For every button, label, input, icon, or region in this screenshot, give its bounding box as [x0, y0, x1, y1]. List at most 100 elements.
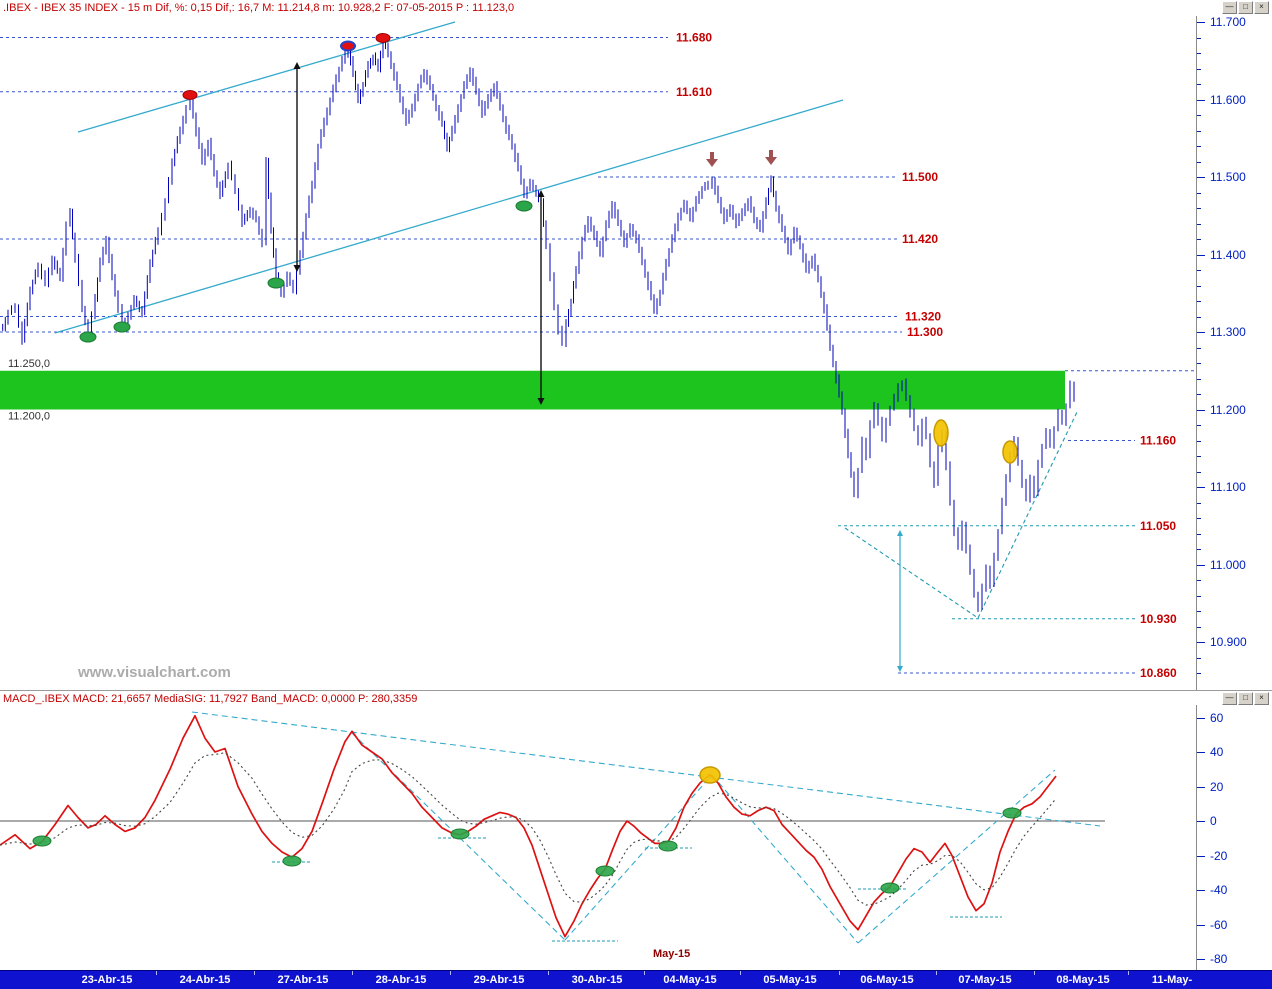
axis-tick: [1197, 347, 1201, 349]
price-axis: 11.700 11.600 11.500 11.400 11.300 11.200 11.1…: [1196, 0, 1272, 690]
axis-tick: [1197, 37, 1201, 39]
axis-tick: [1197, 564, 1205, 566]
axis-tick: [1197, 177, 1205, 178]
peak-marker-red: [182, 90, 198, 100]
time-axis-label: 08-May-15: [1056, 974, 1110, 986]
sell-arrow-icon: [765, 150, 777, 165]
close-icon[interactable]: ×: [1254, 1, 1269, 14]
macd-axis-label: 40: [1210, 745, 1224, 759]
axis-tick: [1197, 270, 1201, 271]
macd-trendline: [191, 711, 1101, 827]
price-axis-label: 11.200: [1210, 402, 1246, 417]
price-axis-label: 10.900: [1210, 635, 1247, 649]
close-icon[interactable]: ×: [1254, 692, 1269, 705]
axis-tick: [1197, 84, 1201, 85]
axis-tick: [1197, 99, 1205, 101]
price-level-label: 11.610: [676, 85, 712, 99]
macd-chart-canvas[interactable]: May-15: [0, 690, 1196, 970]
macd-series-line: [0, 714, 1057, 938]
price-chart-canvas[interactable]: 11.250,0 11.200,0 11.680 11.610 11.500 11.420…: [0, 0, 1196, 690]
time-axis: 23-Abr-15 24-Abr-15 27-Abr-15 28-Abr-15 29-A…: [0, 970, 1272, 989]
macd-marker-green: [450, 828, 470, 840]
price-level-label: 11.680: [676, 31, 712, 45]
axis-tick: [1197, 595, 1201, 597]
peak-marker-red: [340, 40, 356, 52]
axis-tick: [1197, 549, 1201, 550]
measure-arrow-head: [293, 62, 301, 69]
time-axis-label: 04-May-15: [663, 974, 717, 986]
price-axis-label: 11.000: [1210, 557, 1246, 572]
measure-arrow-head: [897, 666, 903, 672]
macd-panel-header: MACD_.IBEX MACD: 21,6657 MediaSIG: 11,79…: [0, 690, 1272, 705]
trough-marker-green: [267, 277, 285, 289]
price-level-label: 11.050: [1140, 519, 1176, 533]
axis-tick: [1197, 161, 1201, 163]
macd-panel-title: MACD_.IBEX MACD: 21,6657 MediaSIG: 11,79…: [3, 693, 418, 705]
axis-tick: [1197, 22, 1205, 23]
axis-tick: [1197, 855, 1205, 857]
time-axis-tick: [352, 971, 353, 975]
minimize-icon[interactable]: —: [1222, 692, 1237, 705]
price-panel-window-controls: — □ ×: [1222, 1, 1269, 14]
axis-tick: [1197, 223, 1201, 225]
macd-signal-line: [0, 752, 1057, 906]
price-panel-title: .IBEX - IBEX 35 INDEX - 15 m Dif, %: 0,1…: [3, 2, 515, 14]
axis-tick: [1197, 363, 1201, 364]
time-axis-label: 06-May-15: [860, 974, 914, 986]
macd-axis-label: -40: [1210, 883, 1228, 897]
macd-marker-green: [880, 882, 900, 894]
time-axis-label: 07-May-15: [958, 974, 1012, 986]
axis-tick: [1197, 316, 1201, 318]
time-axis-tick: [838, 971, 840, 975]
macd-trendline: [857, 769, 1056, 944]
support-zone-label: 11.200,0: [8, 411, 50, 423]
axis-tick: [1197, 657, 1201, 659]
axis-tick: [1197, 752, 1205, 753]
support-zone-band: [0, 370, 1065, 410]
axis-tick: [1197, 394, 1201, 395]
price-axis-label: 11.500: [1210, 170, 1246, 184]
axis-tick: [1197, 409, 1205, 411]
highlight-marker-yellow: [933, 419, 949, 447]
trough-marker-green: [79, 331, 97, 343]
macd-marker-green: [658, 840, 678, 852]
macd-axis-label: 60: [1210, 710, 1224, 725]
macd-axis-label: -20: [1210, 848, 1228, 863]
axis-tick: [1197, 239, 1201, 240]
support-zone-label: 11.250,0: [8, 358, 50, 370]
axis-tick: [1197, 53, 1201, 54]
axis-tick: [1197, 285, 1201, 287]
peak-marker-red: [375, 33, 391, 43]
macd-trendline: [564, 774, 713, 941]
maximize-icon[interactable]: □: [1238, 692, 1253, 705]
maximize-icon[interactable]: □: [1238, 1, 1253, 14]
macd-marker-green: [282, 855, 302, 867]
axis-tick: [1197, 959, 1205, 960]
time-axis-label: 30-Abr-15: [571, 974, 623, 986]
time-axis-label: 27-Abr-15: [277, 974, 329, 986]
support-trendline: [844, 527, 979, 619]
minimize-icon[interactable]: —: [1222, 1, 1237, 14]
highlight-marker-yellow: [1002, 440, 1018, 464]
time-axis-label: 28-Abr-15: [375, 974, 427, 986]
price-level-label: 11.420: [902, 232, 938, 246]
axis-tick: [1197, 471, 1201, 473]
price-axis-label: 11.600: [1210, 92, 1246, 107]
time-axis-tick: [936, 971, 937, 975]
axis-tick: [1197, 642, 1205, 643]
axis-tick: [1197, 890, 1205, 891]
measure-arrow-head: [537, 190, 545, 197]
trend-channel-line: [54, 99, 844, 334]
axis-tick: [1197, 611, 1201, 612]
time-axis-tick: [156, 971, 157, 975]
price-level-label: 10.860: [1140, 666, 1177, 680]
axis-tick: [1197, 192, 1201, 194]
axis-tick: [1197, 115, 1201, 116]
watermark-text: www.visualchart.com: [77, 664, 231, 681]
price-axis-label: 11.400: [1210, 247, 1246, 262]
price-level-label: 11.160: [1140, 434, 1176, 448]
macd-axis-label: -80: [1210, 952, 1228, 966]
axis-tick: [1197, 580, 1201, 581]
price-panel-header: .IBEX - IBEX 35 INDEX - 15 m Dif, %: 0,1…: [0, 0, 1272, 16]
